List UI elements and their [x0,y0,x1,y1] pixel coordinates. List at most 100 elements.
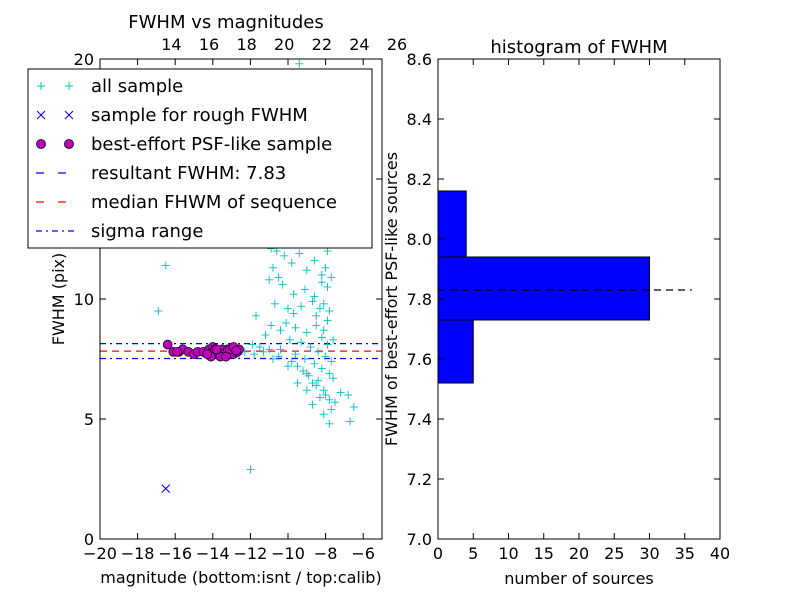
all-sample-point [323,316,332,325]
x-tick-label: 15 [534,544,554,563]
all-sample-point [295,59,304,68]
all-sample-point [310,256,319,265]
x-tick-label: −8 [314,544,338,563]
all-sample-point [308,400,317,409]
y-tick-label: 8.4 [407,110,432,129]
all-sample-point [250,350,259,359]
all-sample-point [323,283,332,291]
all-sample-point [327,273,336,282]
all-sample-point [310,292,319,301]
all-sample-point [304,371,313,380]
legend-entry-median-fwhm: median FHWM of sequence [36,192,337,213]
all-sample-point [268,355,277,363]
all-sample-point [278,280,287,289]
psf-sample-point [202,349,213,360]
legend-label: median FHWM of sequence [91,192,337,213]
all-sample-point [297,338,306,347]
top-x-tick-label: 24 [349,35,369,54]
all-sample-point [276,326,285,335]
all-sample-point [252,311,261,320]
psf-sample-point [172,346,182,357]
y-tick-label: 7.2 [407,470,432,489]
all-sample-point [319,299,328,308]
x-tick-label: 10 [498,544,518,563]
histogram-x-axis-label: number of sources [504,569,654,588]
all-sample-point [349,403,358,411]
x-tick-label: 20 [569,544,589,563]
scatter-x-axis-label: magnitude (bottom:isnt / top:calib) [100,568,381,587]
scatter-y-axis-label: FWHM (pix) [49,253,68,346]
all-sample-point [300,285,309,294]
all-sample-point [154,307,163,315]
all-sample-point [276,345,285,354]
top-x-tick-label: 26 [387,35,407,54]
all-sample-point [315,393,324,402]
all-sample-point [317,278,326,287]
all-sample-point [302,328,311,337]
x-tick-label: −18 [121,544,155,563]
scatter-reference-lines [100,343,382,360]
histogram-y-axis-label: FWHM of best-effort PSF-like sources [382,152,401,446]
y-tick-label: 5 [84,410,94,429]
legend-entry-resultant-fwhm: resultant FWHM: 7.83 [36,163,286,184]
all-sample-point [287,259,296,267]
legend-circle-marker [64,139,74,149]
x-tick-label: −16 [158,544,192,563]
all-sample-point [246,465,255,474]
x-tick-label: 30 [639,544,659,563]
all-sample-point [291,323,300,332]
all-sample-point [302,266,311,275]
psf-sample-point [221,351,231,362]
all-sample-point [282,319,291,327]
top-x-tick-label: 16 [199,35,219,54]
all-sample-point [289,290,298,299]
all-sample-point [289,309,298,318]
all-sample-point [317,364,326,373]
all-sample-point [161,261,170,270]
x-tick-label: −20 [83,544,117,563]
all-sample-point [293,362,302,371]
all-sample-point [315,304,324,313]
all-sample-point [302,386,311,395]
legend-entry-all-sample: all sample [37,76,183,97]
all-sample-point [325,369,334,378]
all-sample-point [287,357,296,366]
scatter-ticks: −20 −18 −16 −14 −12 −10 −8 −6 0 5 10 20 14 16 18 20 22 24… [74,35,408,563]
all-sample-point [319,326,328,335]
all-sample-point [321,263,330,272]
all-sample-point [274,352,283,361]
legend-label: sigma range [91,221,203,242]
legend-entry-sigma-range: sigma range [36,221,203,242]
all-sample-point [314,347,323,356]
top-x-tick-label: 22 [312,35,332,54]
all-sample-point [295,249,304,258]
rough-sample-point [161,484,171,493]
all-sample-point [336,388,345,397]
psf-sample-point [231,345,242,356]
y-tick-label: 7.4 [407,410,432,429]
all-sample-point [327,405,336,414]
x-tick-label: 0 [433,544,443,563]
all-sample-point [321,352,330,361]
all-sample-point [344,391,353,399]
legend-box [27,68,373,249]
all-sample-point [321,391,330,399]
all-sample-point [285,335,294,344]
all-sample-point [323,340,332,349]
all-sample-point [274,273,283,282]
legend-plus-marker [37,82,73,90]
legend-entry-psf-sample: best-effort PSF-like sample [36,134,332,155]
all-sample-point [284,304,292,313]
all-sample-point [300,355,309,363]
all-sample-point [267,321,276,330]
all-sample-point [306,343,315,351]
all-sample-point [284,362,292,371]
all-sample-point [270,299,279,308]
all-sample-point [291,350,300,359]
x-tick-label: −14 [196,544,230,563]
all-sample-point [325,307,334,315]
scatter-title: FWHM vs magnitudes [128,12,323,33]
histogram-bars [437,190,650,384]
psf-sample-point [211,344,222,355]
